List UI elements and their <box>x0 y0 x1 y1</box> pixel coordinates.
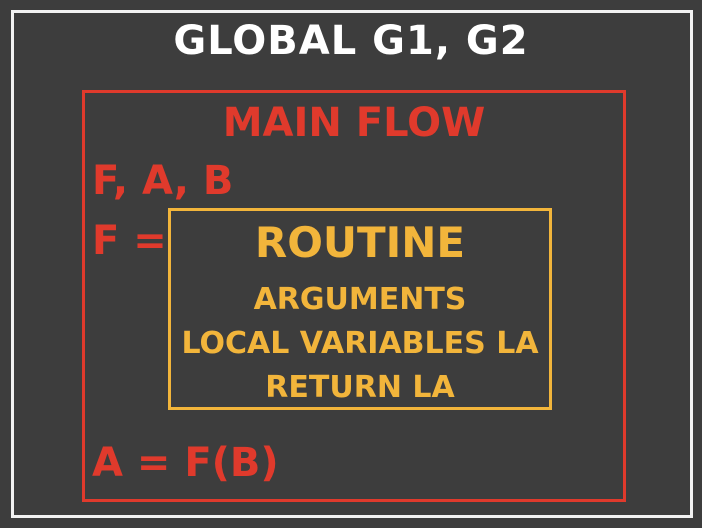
routine-arguments: ARGUMENTS <box>253 282 467 317</box>
main-flow-box <box>82 90 626 502</box>
routine-local-variables: LOCAL VARIABLES LA <box>181 326 539 361</box>
main-flow-title: MAIN FLOW <box>222 100 486 146</box>
main-flow-declaration: F, A, B <box>92 158 234 204</box>
main-flow-assignment: F = <box>92 218 167 264</box>
routine-box <box>168 208 552 410</box>
global-title: GLOBAL G1, G2 <box>173 18 529 64</box>
global-scope-frame <box>11 10 693 518</box>
routine-title: ROUTINE <box>254 218 466 267</box>
main-flow-call: A = F(B) <box>92 440 279 486</box>
routine-return: RETURN LA <box>265 370 455 405</box>
